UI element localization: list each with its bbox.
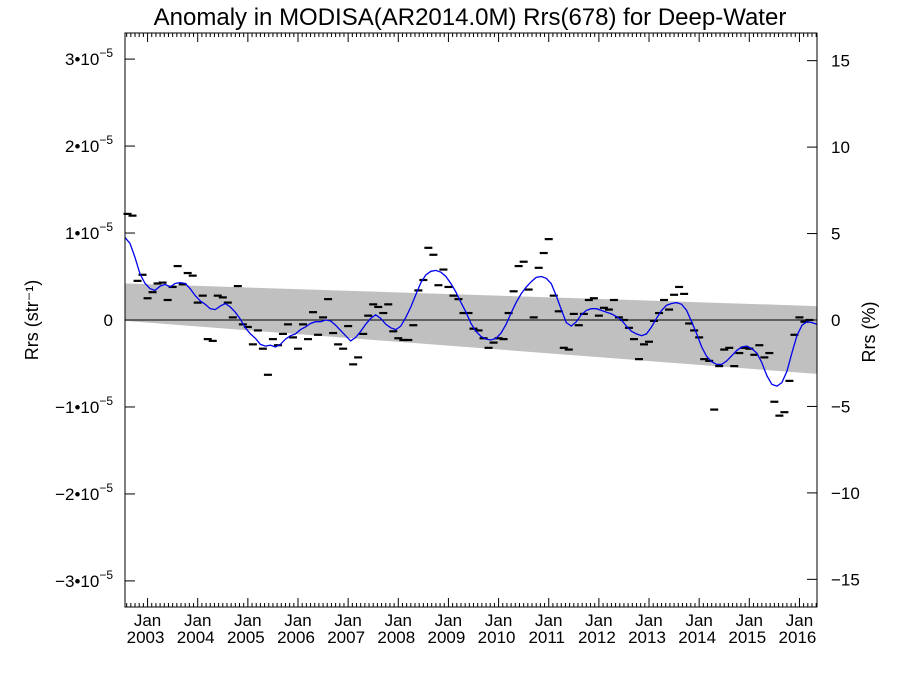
x-tick-year: 2011 [528, 628, 565, 647]
y2-tick-label: 15 [831, 52, 850, 71]
y2-tick-label: 10 [831, 138, 850, 157]
x-tick-month: Jan [485, 611, 512, 630]
y-tick-label: 0 [104, 311, 113, 330]
x-tick-month: Jan [635, 611, 662, 630]
y-tick-label: 3•10−5 [65, 46, 113, 69]
x-tick-month: Jan [585, 611, 612, 630]
x-tick-year: 2005 [227, 628, 265, 647]
x-tick-month: Jan [134, 611, 161, 630]
left-axis-ticks: 3•10−5 2•10−5 1•10−5 0 −1•10−5 −2•10−5 −3•10−5 [55, 46, 135, 591]
x-tick-year: 2008 [377, 628, 415, 647]
y2-tick-label: 5 [831, 225, 840, 244]
x-tick-year: 2004 [177, 628, 215, 647]
x-tick-year: 2013 [628, 628, 666, 647]
x-tick-month: Jan [184, 611, 211, 630]
right-axis-ticks: 15 10 5 0 −5 −10 −15 [807, 52, 860, 589]
y2-tick-label: −10 [831, 484, 860, 503]
y-tick-label: −1•10−5 [55, 394, 113, 417]
x-tick-year: 2016 [779, 628, 817, 647]
x-tick-year: 2003 [127, 628, 165, 647]
x-tick-year: 2014 [678, 628, 716, 647]
x-tick-month: Jan [685, 611, 712, 630]
x-tick-month: Jan [786, 611, 813, 630]
y2-tick-label: −5 [831, 397, 850, 416]
x-tick-month: Jan [736, 611, 763, 630]
x-tick-year: 2009 [428, 628, 466, 647]
right-axis-label: Rrs (%) [859, 302, 879, 363]
x-tick-month: Jan [334, 611, 361, 630]
y2-tick-label: −15 [831, 570, 860, 589]
x-tick-year: 2006 [277, 628, 315, 647]
smoothed-anomaly-line [124, 236, 818, 387]
x-tick-month: Jan [385, 611, 412, 630]
chart-title: Anomaly in MODISA(AR2014.0M) Rrs(678) fo… [154, 4, 787, 31]
y-tick-label: 2•10−5 [65, 133, 113, 156]
x-tick-year: 2010 [478, 628, 516, 647]
x-tick-year: 2015 [728, 628, 766, 647]
y2-tick-label: 0 [831, 311, 840, 330]
x-tick-year: 2007 [327, 628, 365, 647]
y-tick-label: −2•10−5 [55, 481, 113, 504]
left-axis-label: Rrs (str⁻¹) [22, 280, 42, 360]
y-tick-label: −3•10−5 [55, 568, 113, 591]
time-axis-ticks: Jan2003Jan2004Jan2005Jan2006Jan2007Jan20… [126, 33, 817, 647]
x-tick-month: Jan [284, 611, 311, 630]
x-tick-month: Jan [435, 611, 462, 630]
x-tick-year: 2012 [578, 628, 616, 647]
x-tick-month: Jan [535, 611, 562, 630]
monthly-anomaly-markers [123, 212, 814, 417]
x-tick-month: Jan [234, 611, 261, 630]
y-tick-label: 1•10−5 [65, 220, 113, 243]
